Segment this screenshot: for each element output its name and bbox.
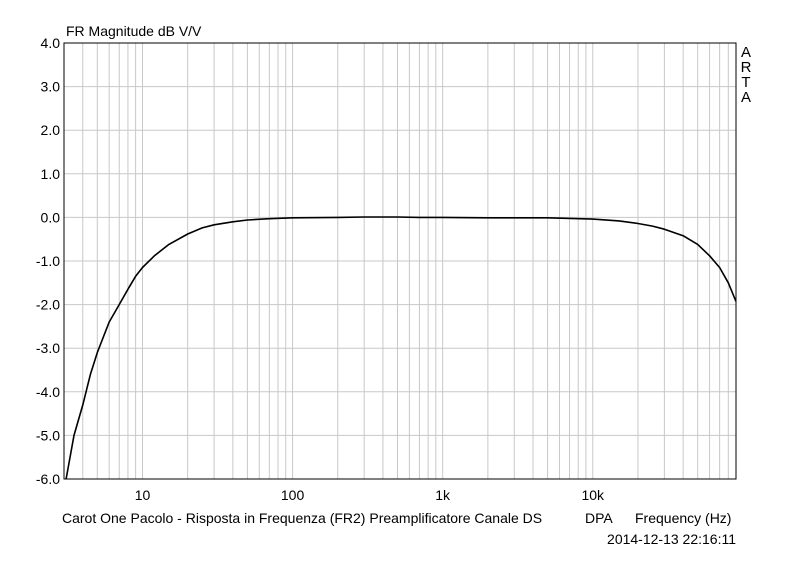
x-axis-label: Frequency (Hz) bbox=[635, 510, 731, 526]
y-tick-label: -1.0 bbox=[36, 253, 60, 269]
mode-label: DPA bbox=[585, 510, 613, 526]
y-tick-label: -3.0 bbox=[36, 340, 60, 356]
side-label-letter: T bbox=[741, 74, 750, 91]
x-tick-label: 10k bbox=[581, 487, 605, 503]
y-tick-label: -6.0 bbox=[36, 471, 60, 487]
side-label-letter: A bbox=[741, 89, 751, 106]
chart-title: FR Magnitude dB V/V bbox=[66, 23, 202, 39]
y-tick-label: 3.0 bbox=[41, 79, 61, 95]
x-axis: 10 100 1k 10k bbox=[135, 487, 605, 503]
timestamp: 2014-12-13 22:16:11 bbox=[607, 531, 736, 547]
side-label-letter: A bbox=[741, 44, 751, 61]
grid-lines bbox=[63, 42, 737, 480]
chart-description: Carot One Pacolo - Risposta in Frequenza… bbox=[62, 510, 542, 526]
x-tick-label: 10 bbox=[135, 487, 151, 503]
y-tick-label: 2.0 bbox=[41, 122, 61, 138]
y-tick-label: 4.0 bbox=[41, 35, 61, 51]
side-label-letter: R bbox=[741, 59, 752, 76]
x-tick-label: 1k bbox=[435, 487, 451, 503]
x-tick-label: 100 bbox=[281, 487, 305, 503]
plot-frame bbox=[63, 42, 737, 480]
y-tick-label: 0.0 bbox=[41, 209, 61, 225]
y-tick-label: 1.0 bbox=[41, 166, 61, 182]
y-tick-label: -4.0 bbox=[36, 384, 60, 400]
y-tick-label: -2.0 bbox=[36, 297, 60, 313]
frequency-response-line bbox=[65, 216, 737, 480]
y-axis: 4.0 3.0 2.0 1.0 0.0 -1.0 -2.0 -3.0 -4.0 -5.0 -6.0 bbox=[36, 35, 60, 487]
y-tick-label: -5.0 bbox=[36, 427, 60, 443]
